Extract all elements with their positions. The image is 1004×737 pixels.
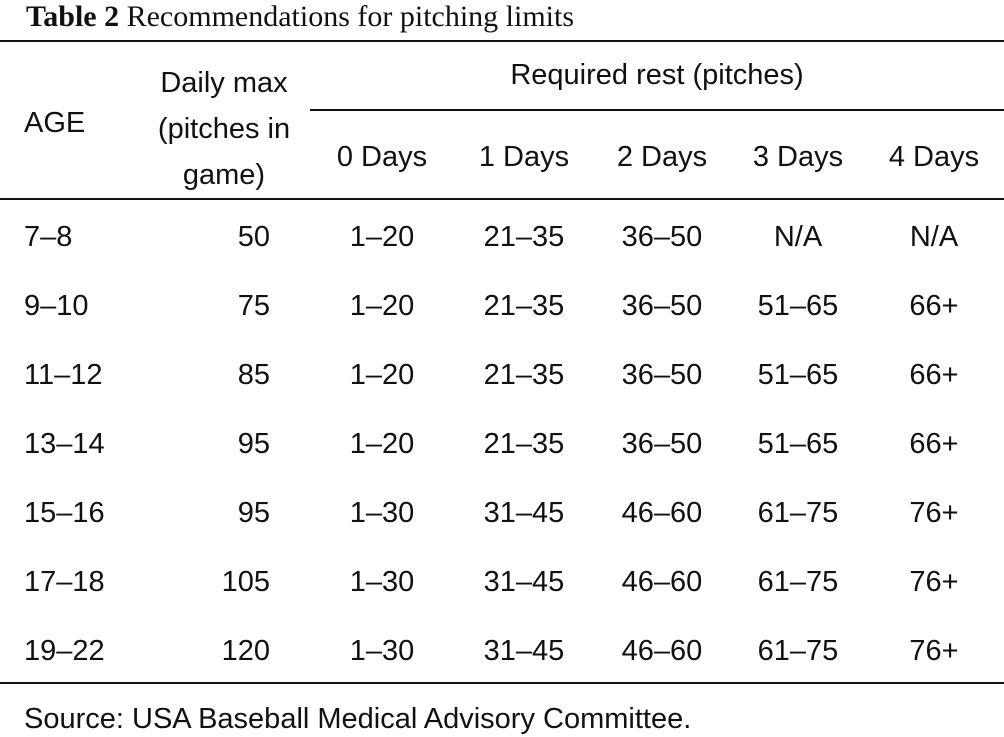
cell-rest-day-0: 1–30 [349, 635, 415, 667]
cell-rest-day-0: 1–20 [349, 359, 415, 391]
cell-rest-day-4: 76+ [909, 566, 959, 598]
table-source-note: Source: USA Baseball Medical Advisory Co… [24, 703, 692, 735]
cell-rest-day-2: 36–50 [621, 221, 703, 253]
cell-rest-day-4: 66+ [909, 359, 959, 391]
cell-rest-day-1: 31–45 [483, 497, 565, 529]
cell-rest-day-3: 51–65 [757, 359, 839, 391]
header-daily-max-line-1: Daily max [160, 67, 288, 99]
cell-rest-day-2: 36–50 [621, 359, 703, 391]
cell-daily-max: 95 [237, 497, 270, 529]
cell-age: 19–22 [24, 635, 105, 667]
cell-rest-day-0: 1–20 [349, 290, 415, 322]
cell-daily-max: 85 [237, 359, 270, 391]
cell-rest-day-3: 61–75 [757, 497, 839, 529]
cell-daily-max: 75 [237, 290, 270, 322]
header-group-rule [310, 109, 1004, 111]
cell-rest-day-1: 21–35 [483, 428, 565, 460]
table-bottom-rule [0, 682, 1004, 684]
cell-rest-day-0: 1–20 [349, 428, 415, 460]
header-rest-day-3: 3 Days [752, 141, 844, 173]
cell-rest-day-3: 51–65 [757, 290, 839, 322]
header-rest-day-4: 4 Days [888, 141, 980, 173]
table-top-rule [0, 40, 1004, 42]
cell-rest-day-0: 1–20 [349, 221, 415, 253]
cell-rest-day-2: 36–50 [621, 290, 703, 322]
cell-rest-day-3: 61–75 [757, 635, 839, 667]
cell-rest-day-4: 66+ [909, 428, 959, 460]
cell-rest-day-1: 21–35 [483, 290, 565, 322]
table-caption-text: Recommendations for pitching limits [126, 0, 575, 33]
cell-rest-day-3: 51–65 [757, 428, 839, 460]
cell-age: 15–16 [24, 497, 105, 529]
cell-rest-day-0: 1–30 [349, 497, 415, 529]
cell-daily-max: 95 [237, 428, 270, 460]
table-caption-label: Table 2 [26, 0, 120, 33]
cell-age: 13–14 [24, 428, 105, 460]
cell-daily-max: 105 [221, 566, 270, 598]
cell-rest-day-4: 66+ [909, 290, 959, 322]
header-rest-day-0: 0 Days [336, 141, 428, 173]
cell-age: 11–12 [24, 359, 103, 391]
cell-rest-day-4: N/A [909, 221, 959, 253]
table-caption: Table 2 Recommendations for pitching lim… [26, 0, 574, 34]
cell-rest-day-4: 76+ [909, 635, 959, 667]
cell-rest-day-4: 76+ [909, 497, 959, 529]
header-bottom-rule [0, 198, 1004, 200]
cell-rest-day-1: 21–35 [483, 359, 565, 391]
header-rest-day-1: 1 Days [478, 141, 570, 173]
cell-daily-max: 50 [237, 221, 270, 253]
cell-age: 9–10 [24, 290, 89, 322]
header-daily-max: Daily max (pitches in game) [140, 60, 308, 198]
cell-rest-day-3: N/A [773, 221, 823, 253]
cell-rest-day-2: 36–50 [621, 428, 703, 460]
cell-rest-day-2: 46–60 [621, 566, 703, 598]
header-daily-max-line-3: game) [182, 159, 266, 191]
cell-rest-day-3: 61–75 [757, 566, 839, 598]
cell-rest-day-1: 31–45 [483, 635, 565, 667]
header-required-rest: Required rest (pitches) [510, 59, 804, 91]
cell-rest-day-2: 46–60 [621, 635, 703, 667]
header-rest-day-2: 2 Days [616, 141, 708, 173]
cell-rest-day-1: 31–45 [483, 566, 565, 598]
cell-daily-max: 120 [221, 635, 270, 667]
cell-rest-day-0: 1–30 [349, 566, 415, 598]
header-daily-max-line-2: (pitches in [157, 113, 291, 145]
cell-age: 7–8 [24, 221, 73, 253]
cell-rest-day-1: 21–35 [483, 221, 565, 253]
header-age: AGE [24, 107, 86, 139]
cell-age: 17–18 [24, 566, 105, 598]
cell-rest-day-2: 46–60 [621, 497, 703, 529]
